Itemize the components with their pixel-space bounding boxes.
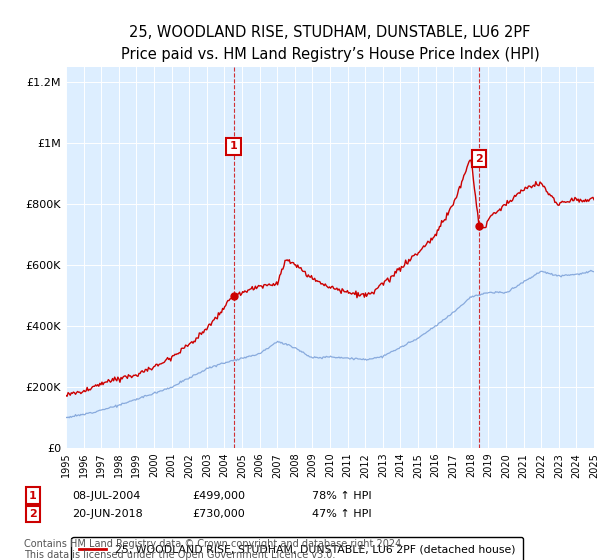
Text: 2: 2	[29, 509, 37, 519]
Text: 1: 1	[29, 491, 37, 501]
Text: 78% ↑ HPI: 78% ↑ HPI	[312, 491, 371, 501]
Text: £499,000: £499,000	[192, 491, 245, 501]
Title: 25, WOODLAND RISE, STUDHAM, DUNSTABLE, LU6 2PF
Price paid vs. HM Land Registry’s: 25, WOODLAND RISE, STUDHAM, DUNSTABLE, L…	[121, 25, 539, 62]
Legend: 25, WOODLAND RISE, STUDHAM, DUNSTABLE, LU6 2PF (detached house), HPI: Average pr: 25, WOODLAND RISE, STUDHAM, DUNSTABLE, L…	[71, 537, 523, 560]
Text: 47% ↑ HPI: 47% ↑ HPI	[312, 509, 371, 519]
Text: 2: 2	[475, 153, 483, 164]
Text: Contains HM Land Registry data © Crown copyright and database right 2024.
This d: Contains HM Land Registry data © Crown c…	[24, 539, 404, 560]
Text: 20-JUN-2018: 20-JUN-2018	[72, 509, 143, 519]
Text: 08-JUL-2004: 08-JUL-2004	[72, 491, 140, 501]
Text: 1: 1	[230, 142, 238, 151]
Text: £730,000: £730,000	[192, 509, 245, 519]
